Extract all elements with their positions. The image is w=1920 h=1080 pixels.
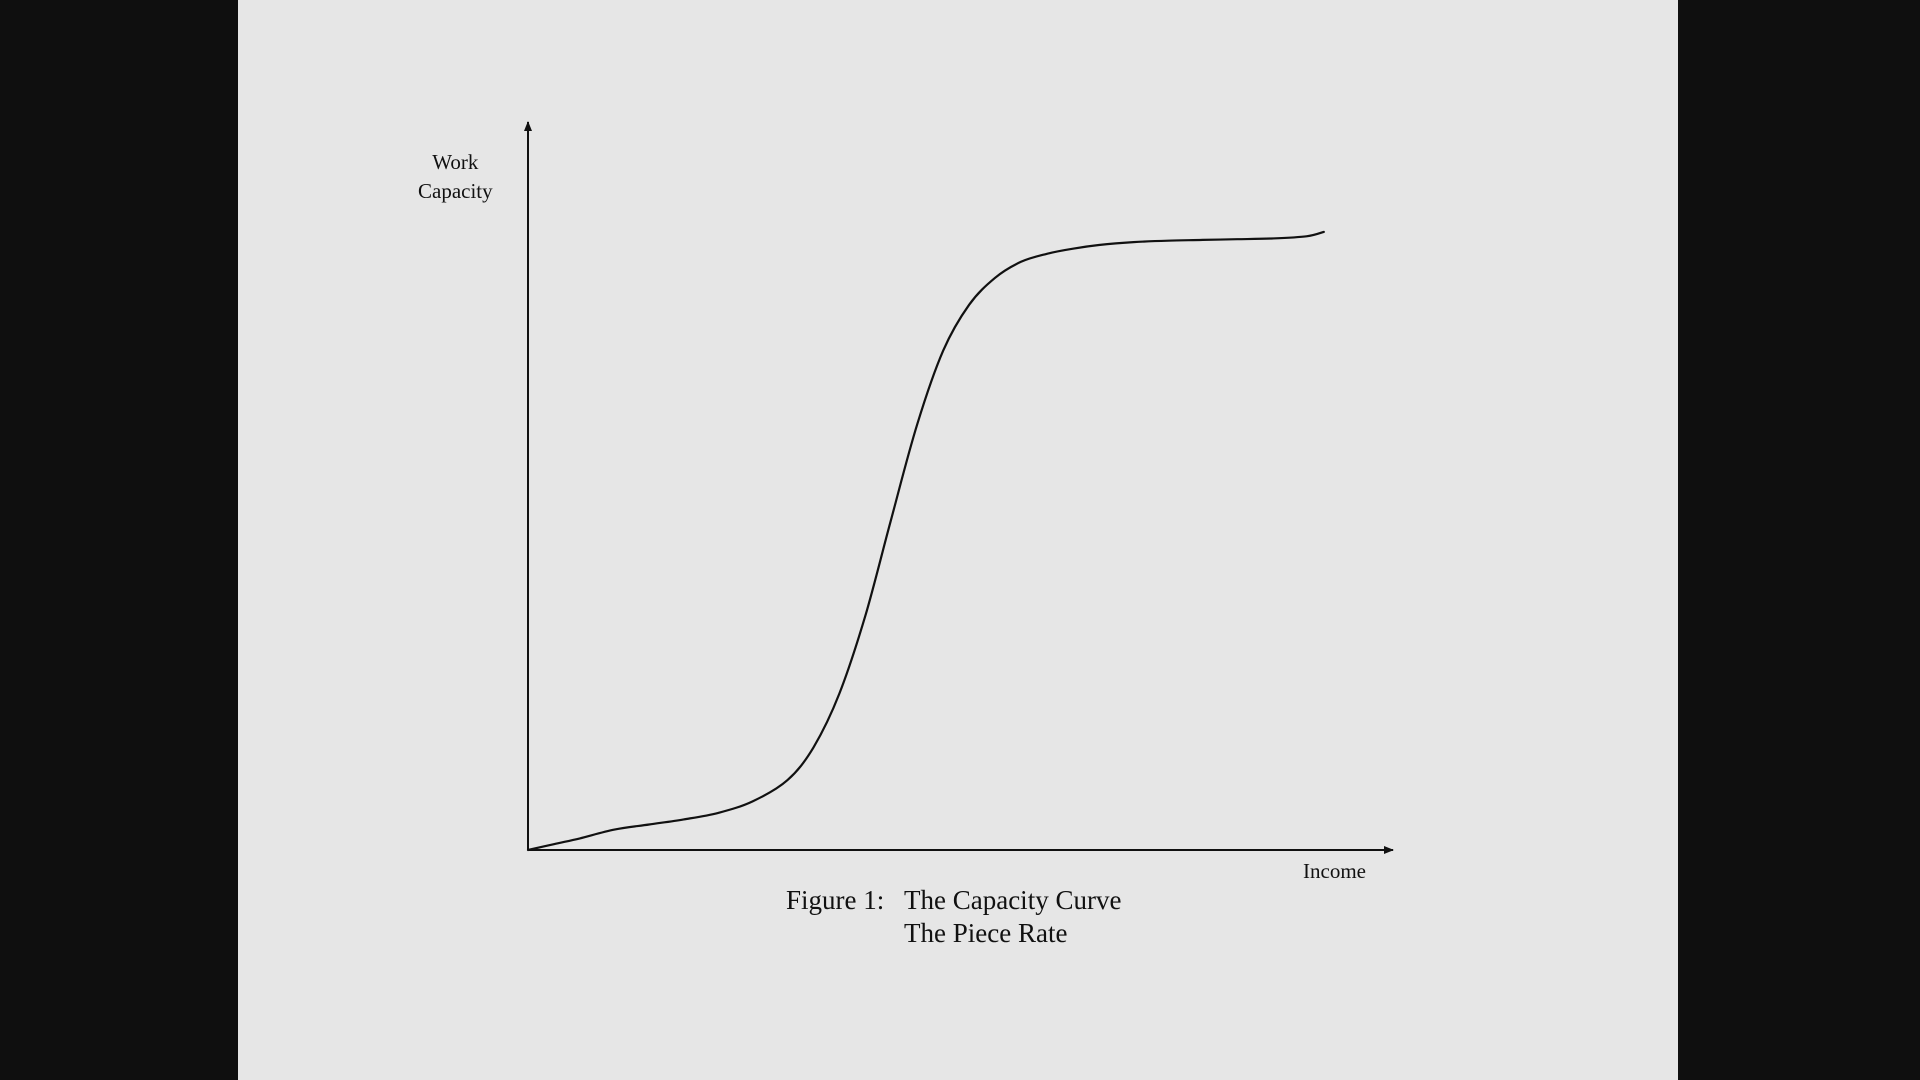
y-axis-label: Work Capacity bbox=[418, 148, 493, 206]
figure-caption-title: The Capacity Curve bbox=[904, 885, 1122, 915]
y-axis-label-line-1: Work bbox=[432, 150, 479, 174]
figure-caption-subtitle: The Piece Rate bbox=[904, 918, 1068, 948]
x-axis-label: Income bbox=[1303, 859, 1366, 883]
series-layer bbox=[526, 230, 1325, 852]
series-line-1 bbox=[526, 230, 1325, 852]
slide: Work Capacity Income Figure 1: The Capac… bbox=[238, 0, 1678, 1080]
figure-caption-prefix: Figure 1: bbox=[786, 885, 885, 915]
y-axis-label-line-2: Capacity bbox=[418, 179, 493, 203]
chart bbox=[524, 121, 1394, 854]
